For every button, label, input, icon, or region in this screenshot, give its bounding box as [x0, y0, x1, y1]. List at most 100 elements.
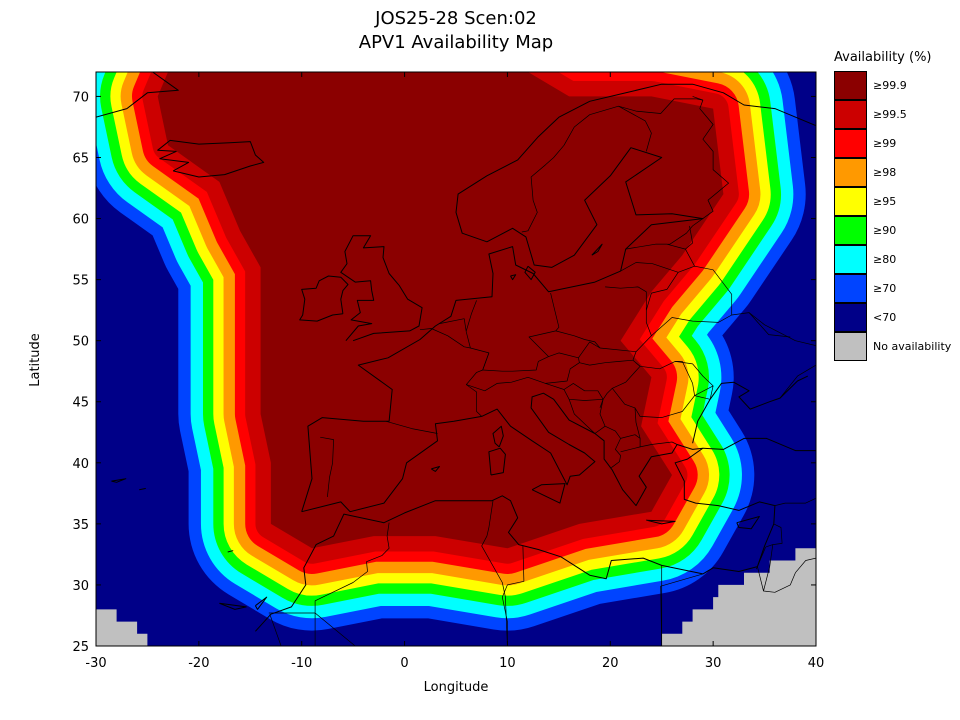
contour-99-9 — [157, 72, 724, 549]
coastline — [96, 72, 179, 118]
chart-title: JOS25-28 Scen:02 — [375, 8, 537, 29]
y-tick-label: 60 — [72, 213, 89, 228]
coastline — [549, 0, 570, 11]
country-border — [655, 225, 693, 245]
y-tick-label: 70 — [72, 90, 89, 105]
legend-swatch — [834, 129, 867, 158]
legend-swatch — [834, 158, 867, 187]
x-tick-label: 40 — [808, 656, 825, 671]
legend-swatch — [834, 332, 867, 361]
country-border — [620, 434, 641, 439]
country-border — [757, 546, 766, 567]
country-border — [555, 330, 601, 349]
country-border — [320, 436, 334, 498]
x-tick-label: 30 — [705, 656, 722, 671]
x-axis-label: Longitude — [423, 680, 489, 695]
country-border — [466, 352, 580, 392]
country-border — [386, 420, 438, 434]
legend-swatch — [834, 100, 867, 129]
coastline — [492, 425, 504, 448]
no-availability-area — [661, 548, 816, 646]
coastline — [488, 447, 506, 476]
coastline — [692, 375, 809, 444]
no-availability-area — [96, 609, 148, 646]
legend-label: ≥98 — [873, 166, 897, 179]
coastline — [736, 516, 760, 530]
coastline — [591, 243, 603, 256]
chart-subtitle: APV1 Availability Map — [358, 32, 554, 53]
legend-label: ≥90 — [873, 224, 897, 237]
coastline — [646, 519, 676, 525]
country-border — [748, 312, 791, 338]
x-tick-label: 20 — [602, 656, 619, 671]
legend-swatch — [834, 71, 867, 100]
y-axis-label-text: Latitude — [28, 333, 43, 387]
country-border — [599, 388, 613, 409]
coastline — [96, 117, 97, 118]
legend-label: ≥99 — [873, 137, 897, 150]
x-tick-label: -30 — [85, 656, 106, 671]
country-border — [521, 105, 652, 233]
country-border — [645, 265, 733, 315]
country-border — [269, 614, 282, 646]
coastline — [219, 602, 247, 610]
legend-title: Availability (%) — [834, 50, 932, 65]
legend-entry: ≥99.5 — [834, 100, 951, 129]
legend-label: ≥95 — [873, 195, 897, 208]
coastline — [531, 483, 566, 504]
legend-label: ≥70 — [873, 282, 897, 295]
coastline — [702, 437, 816, 452]
legend-label: ≥99.5 — [873, 108, 907, 121]
country-border — [779, 364, 816, 399]
legend-entry: ≥80 — [834, 245, 951, 274]
country-border — [439, 318, 471, 349]
coastline — [157, 139, 265, 178]
x-tick-label: -20 — [188, 656, 209, 671]
country-border — [501, 545, 525, 646]
y-tick-label: 65 — [72, 151, 89, 166]
legend-entry: ≥99.9 — [834, 71, 951, 100]
country-border — [314, 522, 390, 613]
country-border — [611, 359, 714, 418]
country-border — [660, 573, 703, 646]
legend-entry: ≥98 — [834, 158, 951, 187]
coastline — [431, 466, 440, 472]
country-border — [563, 389, 604, 401]
coastline — [139, 488, 146, 491]
country-border — [482, 293, 560, 372]
coastline — [227, 550, 234, 553]
country-border — [604, 425, 621, 468]
country-border — [481, 500, 508, 646]
y-tick-label: 30 — [72, 579, 89, 594]
coastline — [254, 596, 268, 610]
coastline — [524, 265, 536, 281]
y-tick-label: 40 — [72, 457, 89, 472]
coastline — [111, 478, 127, 483]
legend-entry: No availability — [834, 332, 951, 361]
legend-label: ≥99.9 — [873, 79, 907, 92]
legend-entry: ≥99 — [834, 129, 951, 158]
legend-entry: ≥70 — [834, 274, 951, 303]
country-border — [620, 262, 679, 273]
legend-label: <70 — [873, 311, 897, 324]
country-border — [685, 225, 693, 250]
y-tick-label: 45 — [72, 396, 89, 411]
legend-swatch — [834, 274, 867, 303]
country-border — [675, 361, 714, 400]
legend-swatch — [834, 187, 867, 216]
country-border — [620, 446, 641, 453]
country-border — [618, 98, 703, 114]
legend-entry: <70 — [834, 303, 951, 332]
country-border — [314, 612, 356, 646]
country-border — [545, 383, 606, 434]
country-border — [465, 300, 477, 332]
y-tick-label: 50 — [72, 335, 89, 350]
x-tick-label: 0 — [400, 656, 408, 671]
y-tick-label: 35 — [72, 518, 89, 533]
legend-swatch — [834, 216, 867, 245]
country-border — [755, 557, 816, 593]
x-tick-label: -10 — [291, 656, 312, 671]
y-tick-label: 25 — [72, 640, 89, 655]
legend-swatch — [834, 245, 867, 274]
